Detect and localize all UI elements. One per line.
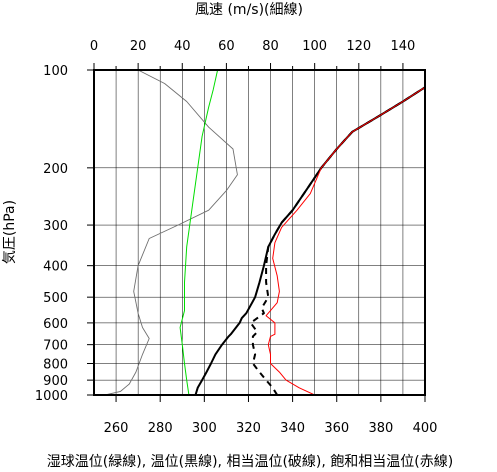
series-line-equivalent-potential-temperature (249, 86, 425, 395)
y-axis-tick-label: 900 (43, 374, 68, 389)
series-line-potential-temperature (194, 86, 425, 395)
y-axis-tick-label: 500 (43, 291, 68, 306)
axis-ticks: 0 20 40 60 80 100 120 140 260 280 300 320 340 360 380 4… (35, 39, 438, 436)
top-axis-tick-label: 100 (302, 39, 327, 54)
grid-lines (94, 70, 425, 395)
plot-frame (93, 69, 426, 396)
y-axis-tick-label: 700 (43, 339, 68, 354)
top-axis-tick-label: 40 (174, 39, 191, 54)
bottom-axis-tick-label: 300 (192, 421, 217, 436)
bottom-axis-tick-label: 400 (413, 421, 438, 436)
top-axis-title: 風速 (m/s)(細線) (195, 2, 303, 18)
y-axis-tick-label: 300 (43, 219, 68, 234)
y-axis-tick-label: 800 (43, 358, 68, 373)
y-axis-tick-label: 600 (43, 317, 68, 332)
bottom-axis-title: 湿球温位(緑線), 温位(黒線), 相当温位(破線), 飽和相当温位(赤線) (47, 453, 453, 470)
top-axis-tick-label: 0 (90, 39, 98, 54)
bottom-axis-tick-label: 380 (368, 421, 393, 436)
data-series (104, 70, 425, 395)
y-axis-tick-label: 1000 (35, 389, 68, 404)
bottom-axis-tick-label: 360 (324, 421, 349, 436)
series-line-wind-speed (104, 70, 238, 395)
top-axis-tick-label: 60 (218, 39, 235, 54)
bottom-axis-tick-label: 340 (280, 421, 305, 436)
y-axis-tick-label: 100 (43, 64, 68, 79)
top-axis-tick-label: 20 (130, 39, 147, 54)
series-line-saturated-equivalent-potential-temperature (265, 86, 425, 395)
top-axis-tick-label: 140 (391, 39, 416, 54)
bottom-axis-tick-label: 320 (236, 421, 261, 436)
bottom-axis-tick-label: 280 (148, 421, 173, 436)
y-axis-title: 気圧(hPa) (2, 200, 18, 264)
top-axis-tick-label: 120 (346, 39, 371, 54)
y-axis-tick-label: 200 (43, 162, 68, 177)
top-axis-tick-label: 80 (262, 39, 279, 54)
y-axis-tick-label: 400 (43, 260, 68, 275)
series-line-wet-bulb-potential-temperature (179, 70, 219, 395)
bottom-axis-tick-label: 260 (104, 421, 129, 436)
